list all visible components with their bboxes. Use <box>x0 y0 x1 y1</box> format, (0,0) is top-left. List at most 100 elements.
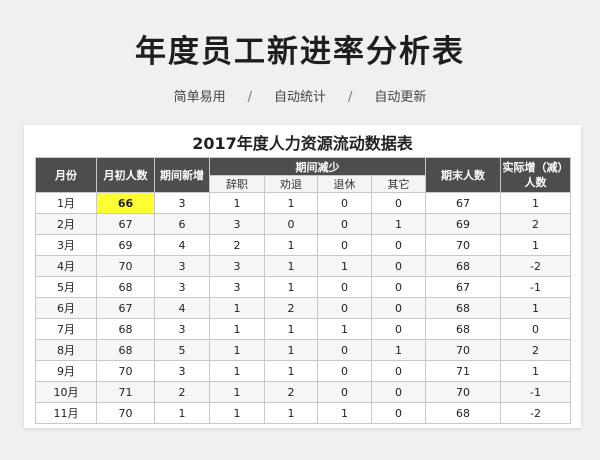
cell-resign[interactable]: 1 <box>209 297 265 319</box>
cell-net-change[interactable]: -2 <box>500 255 571 277</box>
cell-month[interactable]: 8月 <box>35 339 97 361</box>
cell-start-count[interactable]: 71 <box>96 381 155 403</box>
cell-other[interactable]: 0 <box>371 360 426 382</box>
cell-other[interactable]: 0 <box>371 318 426 340</box>
cell-net-change[interactable]: -1 <box>500 381 571 403</box>
cell-start-count[interactable]: 70 <box>96 402 155 424</box>
cell-start-count[interactable]: 67 <box>96 297 155 319</box>
cell-end-count[interactable]: 70 <box>425 381 501 403</box>
cell-new-hires[interactable]: 4 <box>154 234 210 256</box>
cell-resign[interactable]: 1 <box>209 192 265 214</box>
cell-persuade[interactable]: 1 <box>264 255 318 277</box>
cell-new-hires[interactable]: 2 <box>154 381 210 403</box>
cell-month[interactable]: 11月 <box>35 402 97 424</box>
cell-resign[interactable]: 1 <box>209 339 265 361</box>
cell-persuade[interactable]: 0 <box>264 213 318 235</box>
cell-new-hires[interactable]: 3 <box>154 192 210 214</box>
cell-resign[interactable]: 1 <box>209 360 265 382</box>
cell-end-count[interactable]: 70 <box>425 234 501 256</box>
cell-start-count[interactable]: 68 <box>96 339 155 361</box>
cell-end-count[interactable]: 67 <box>425 192 501 214</box>
cell-other[interactable]: 1 <box>371 339 426 361</box>
cell-new-hires[interactable]: 5 <box>154 339 210 361</box>
cell-resign[interactable]: 3 <box>209 255 265 277</box>
cell-new-hires[interactable]: 3 <box>154 318 210 340</box>
cell-new-hires[interactable]: 3 <box>154 255 210 277</box>
cell-start-count-selected[interactable]: 66 <box>96 192 155 214</box>
cell-month[interactable]: 10月 <box>35 381 97 403</box>
cell-end-count[interactable]: 69 <box>425 213 501 235</box>
cell-other[interactable]: 0 <box>371 255 426 277</box>
cell-start-count[interactable]: 70 <box>96 255 155 277</box>
cell-start-count[interactable]: 67 <box>96 213 155 235</box>
cell-month[interactable]: 4月 <box>35 255 97 277</box>
cell-persuade[interactable]: 2 <box>264 297 318 319</box>
cell-net-change[interactable]: 1 <box>500 360 571 382</box>
cell-retire[interactable]: 0 <box>317 339 372 361</box>
cell-resign[interactable]: 3 <box>209 213 265 235</box>
cell-persuade[interactable]: 1 <box>264 318 318 340</box>
cell-new-hires[interactable]: 6 <box>154 213 210 235</box>
cell-month[interactable]: 6月 <box>35 297 97 319</box>
cell-start-count[interactable]: 68 <box>96 318 155 340</box>
cell-end-count[interactable]: 68 <box>425 255 501 277</box>
cell-other[interactable]: 0 <box>371 297 426 319</box>
cell-retire[interactable]: 1 <box>317 318 372 340</box>
cell-month[interactable]: 2月 <box>35 213 97 235</box>
cell-resign[interactable]: 1 <box>209 381 265 403</box>
cell-persuade[interactable]: 1 <box>264 360 318 382</box>
cell-persuade[interactable]: 1 <box>264 192 318 214</box>
cell-net-change[interactable]: -1 <box>500 276 571 298</box>
cell-end-count[interactable]: 68 <box>425 318 501 340</box>
cell-other[interactable]: 0 <box>371 381 426 403</box>
cell-net-change[interactable]: -2 <box>500 402 571 424</box>
cell-retire[interactable]: 0 <box>317 213 372 235</box>
cell-net-change[interactable]: 1 <box>500 234 571 256</box>
cell-persuade[interactable]: 1 <box>264 276 318 298</box>
cell-month[interactable]: 3月 <box>35 234 97 256</box>
cell-start-count[interactable]: 69 <box>96 234 155 256</box>
cell-resign[interactable]: 3 <box>209 276 265 298</box>
table-row: 1月 66 3 1 1 0 0 67 1 <box>35 192 571 214</box>
cell-net-change[interactable]: 2 <box>500 339 571 361</box>
cell-month[interactable]: 5月 <box>35 276 97 298</box>
cell-end-count[interactable]: 68 <box>425 297 501 319</box>
cell-persuade[interactable]: 1 <box>264 402 318 424</box>
cell-start-count[interactable]: 70 <box>96 360 155 382</box>
cell-retire[interactable]: 0 <box>317 276 372 298</box>
cell-start-count[interactable]: 68 <box>96 276 155 298</box>
cell-retire[interactable]: 0 <box>317 234 372 256</box>
cell-end-count[interactable]: 70 <box>425 339 501 361</box>
cell-persuade[interactable]: 1 <box>264 234 318 256</box>
cell-retire[interactable]: 1 <box>317 255 372 277</box>
cell-resign[interactable]: 2 <box>209 234 265 256</box>
cell-retire[interactable]: 0 <box>317 297 372 319</box>
cell-month[interactable]: 9月 <box>35 360 97 382</box>
cell-net-change[interactable]: 0 <box>500 318 571 340</box>
cell-other[interactable]: 0 <box>371 192 426 214</box>
cell-resign[interactable]: 1 <box>209 318 265 340</box>
cell-other[interactable]: 0 <box>371 276 426 298</box>
cell-retire[interactable]: 0 <box>317 360 372 382</box>
cell-other[interactable]: 0 <box>371 402 426 424</box>
cell-net-change[interactable]: 1 <box>500 192 571 214</box>
cell-retire[interactable]: 0 <box>317 192 372 214</box>
cell-persuade[interactable]: 2 <box>264 381 318 403</box>
cell-persuade[interactable]: 1 <box>264 339 318 361</box>
cell-new-hires[interactable]: 1 <box>154 402 210 424</box>
cell-new-hires[interactable]: 3 <box>154 360 210 382</box>
cell-end-count[interactable]: 67 <box>425 276 501 298</box>
cell-resign[interactable]: 1 <box>209 402 265 424</box>
cell-month[interactable]: 7月 <box>35 318 97 340</box>
cell-new-hires[interactable]: 3 <box>154 276 210 298</box>
cell-retire[interactable]: 0 <box>317 381 372 403</box>
cell-end-count[interactable]: 68 <box>425 402 501 424</box>
cell-net-change[interactable]: 1 <box>500 297 571 319</box>
cell-net-change[interactable]: 2 <box>500 213 571 235</box>
cell-retire[interactable]: 1 <box>317 402 372 424</box>
cell-other[interactable]: 1 <box>371 213 426 235</box>
cell-end-count[interactable]: 71 <box>425 360 501 382</box>
cell-other[interactable]: 0 <box>371 234 426 256</box>
cell-new-hires[interactable]: 4 <box>154 297 210 319</box>
cell-month[interactable]: 1月 <box>35 192 97 214</box>
